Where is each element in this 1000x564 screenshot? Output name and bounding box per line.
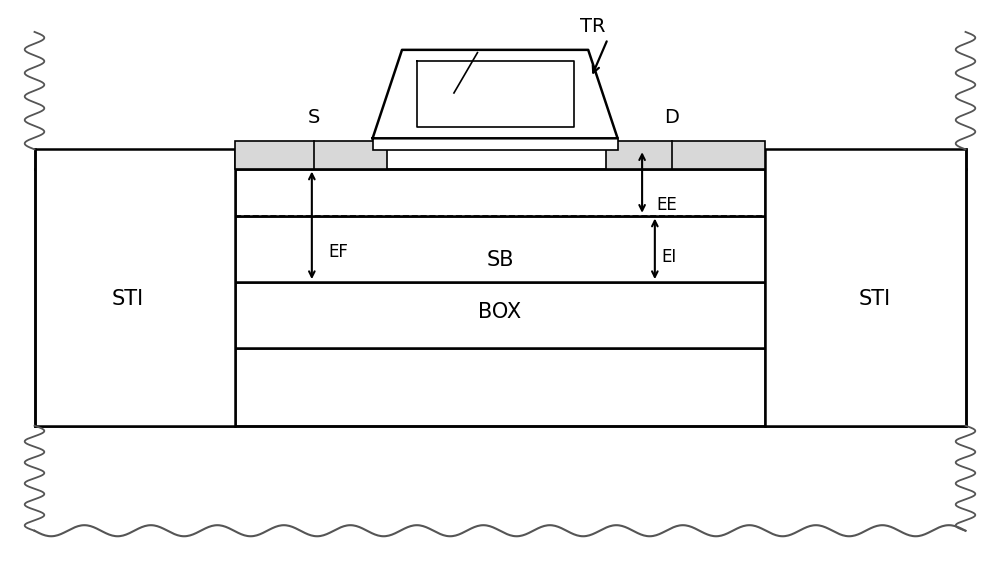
Bar bbox=[765, 149, 966, 426]
Text: S: S bbox=[308, 108, 320, 127]
Bar bbox=[235, 169, 765, 215]
Text: SB: SB bbox=[486, 250, 514, 270]
Text: EE: EE bbox=[657, 196, 678, 214]
Bar bbox=[235, 282, 765, 349]
Text: STI: STI bbox=[858, 289, 890, 309]
Text: D: D bbox=[664, 108, 679, 127]
Polygon shape bbox=[373, 50, 618, 138]
Text: EI: EI bbox=[662, 248, 677, 266]
Bar bbox=[373, 138, 618, 151]
Text: STI: STI bbox=[112, 289, 144, 309]
Bar bbox=[235, 215, 765, 282]
Bar bbox=[235, 349, 765, 426]
Bar bbox=[235, 141, 387, 169]
Text: EF: EF bbox=[328, 243, 348, 261]
Text: G: G bbox=[429, 67, 444, 86]
Bar bbox=[606, 141, 765, 169]
Text: BOX: BOX bbox=[478, 302, 522, 323]
Text: TR: TR bbox=[580, 17, 606, 36]
Bar bbox=[34, 149, 235, 426]
